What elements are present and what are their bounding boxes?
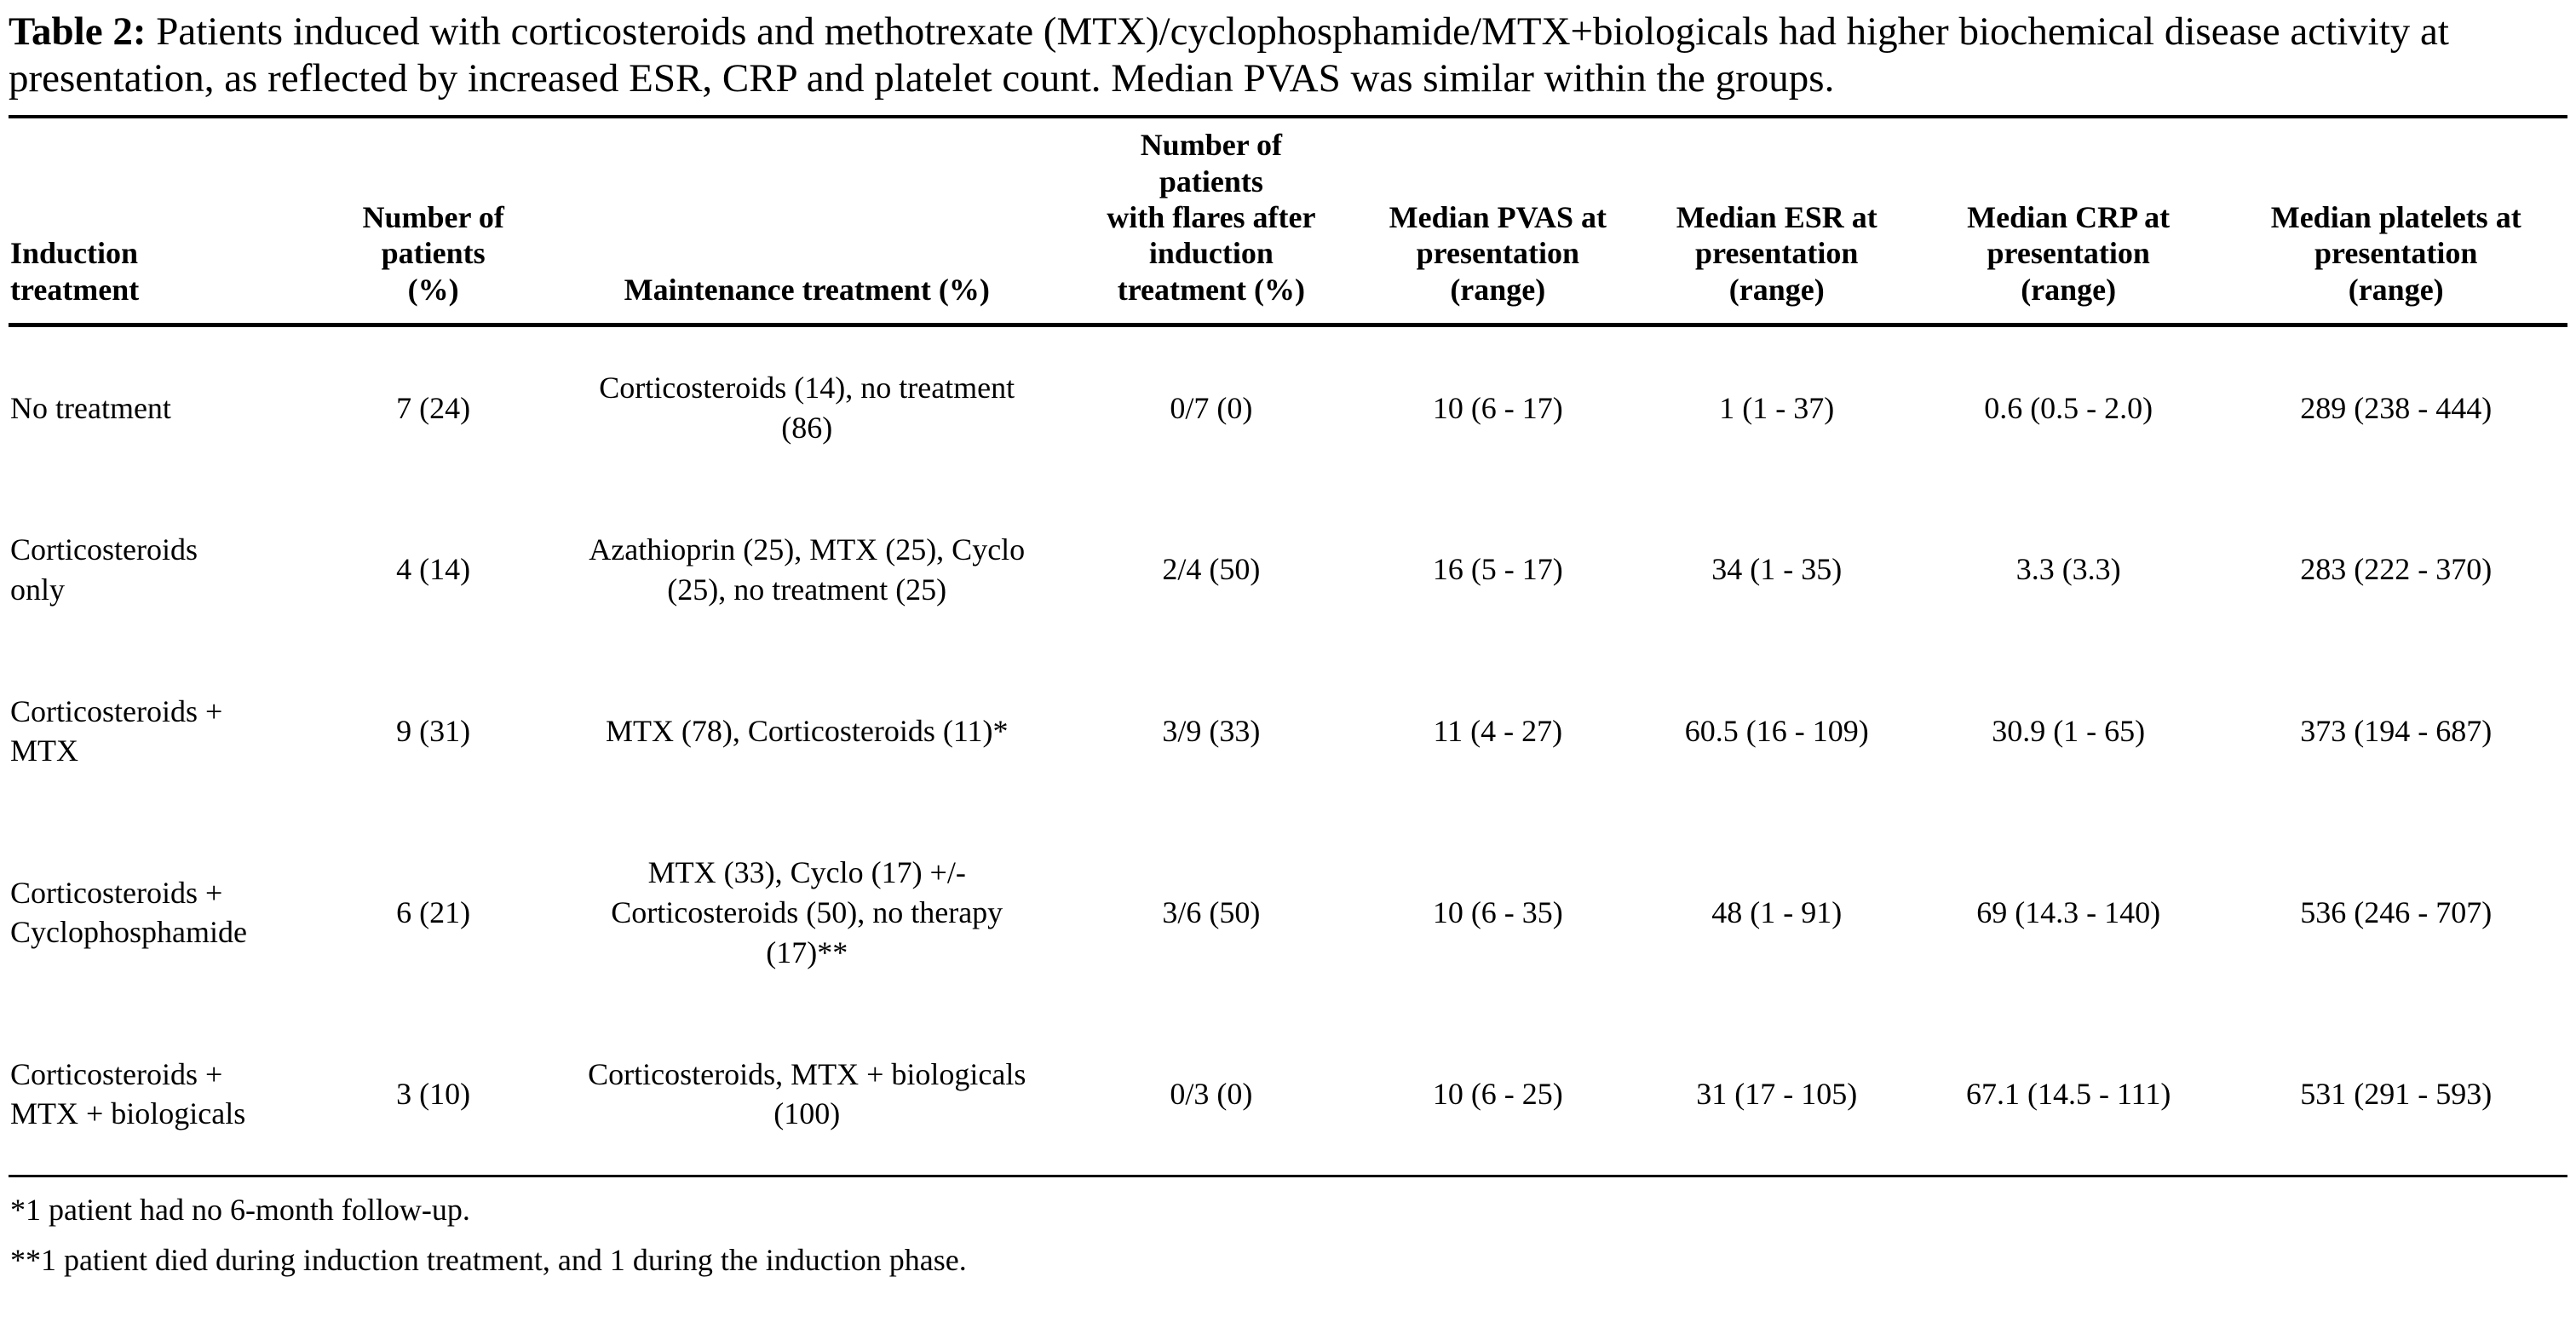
cell-median-pvas: 10 (6 - 35)	[1432, 894, 1563, 929]
cell-number-of-patients: 9 (31)	[396, 713, 471, 748]
cell-induction-treatment: Corticosteroids + MTX + biologicals	[9, 1013, 321, 1178]
cell-median-esr: 34 (1 - 35)	[1711, 552, 1843, 587]
cell-flares-after-induction: 2/4 (50)	[1162, 552, 1261, 587]
cell-maintenance-treatment: MTX (33), Cyclo (17) +/- Corticosteroids…	[611, 855, 1003, 969]
cell-median-platelets: 289 (238 - 444)	[2300, 390, 2493, 425]
column-header-maintenance-treatment: Maintenance treatment (%)	[545, 117, 1068, 328]
column-header-induction-treatment: Induction treatment	[9, 117, 321, 328]
cell-median-platelets: 531 (291 - 593)	[2224, 1013, 2567, 1178]
cell-number-of-patients: 6 (21)	[396, 894, 471, 929]
cell-maintenance-treatment: Azathioprin (25), MTX (25), Cyclo (25), …	[589, 532, 1026, 607]
column-header-median-esr: Median ESR at presentation (range)	[1641, 117, 1912, 328]
cell-median-pvas: 11 (4 - 27)	[1433, 713, 1563, 748]
cell-median-platelets: 283 (222 - 370)	[2300, 552, 2493, 587]
cell-flares-after-induction: 3/9 (33)	[1162, 713, 1261, 748]
table-header-row: Induction treatment Number of patients (…	[9, 117, 2567, 328]
table-row: No treatment 7 (24) Corticosteroids (14)…	[9, 325, 2567, 489]
table-caption-text: Patients induced with corticosteroids an…	[9, 9, 2449, 101]
cell-median-crp: 69 (14.3 - 140)	[1976, 894, 2161, 929]
table-row: Corticosteroids only 4 (14) Azathioprin …	[9, 489, 2567, 651]
cell-induction-treatment: No treatment	[10, 390, 171, 425]
footnote-1: *1 patient had no 6-month follow-up.	[10, 1193, 470, 1228]
cell-number-of-patients: 7 (24)	[396, 390, 471, 425]
cell-median-platelets: 536 (246 - 707)	[2300, 894, 2493, 929]
column-header-median-platelets: Median platelets at presentation (range)	[2224, 117, 2567, 328]
cell-median-crp: 3.3 (3.3)	[2015, 552, 2121, 587]
cell-flares-after-induction: 0/3 (0)	[1067, 1013, 1355, 1178]
cell-induction-treatment: Corticosteroids + Cyclophosphamide	[10, 875, 247, 950]
cell-maintenance-treatment: MTX (78), Corticosteroids (11)*	[605, 713, 1009, 748]
cell-flares-after-induction: 0/7 (0)	[1170, 390, 1253, 425]
cell-maintenance-treatment: Corticosteroids, MTX + biologicals (100)	[545, 1013, 1068, 1178]
table-row: Corticosteroids + MTX + biologicals 3 (1…	[9, 1013, 2567, 1178]
cell-median-esr: 48 (1 - 91)	[1711, 894, 1843, 929]
cell-median-crp: 0.6 (0.5 - 2.0)	[1984, 390, 2153, 425]
cell-median-pvas: 10 (6 - 17)	[1432, 390, 1563, 425]
cell-median-esr: 31 (17 - 105)	[1641, 1013, 1912, 1178]
table-body: No treatment 7 (24) Corticosteroids (14)…	[9, 325, 2567, 1178]
table-caption: Table 2: Patients induced with corticost…	[9, 9, 2567, 101]
cell-number-of-patients: 3 (10)	[320, 1013, 546, 1178]
table-header-row: Induction treatment Number of patients (…	[9, 117, 2567, 328]
cell-number-of-patients: 4 (14)	[396, 552, 471, 587]
column-header-number-of-patients: Number of patients (%)	[320, 117, 546, 328]
cell-median-pvas: 16 (5 - 17)	[1432, 552, 1563, 587]
table-2: Induction treatment Number of patients (…	[9, 115, 2567, 1178]
column-header-median-pvas: Median PVAS at presentation (range)	[1354, 117, 1642, 328]
cell-median-pvas: 10 (6 - 25)	[1354, 1013, 1642, 1178]
cell-maintenance-treatment: Corticosteroids (14), no treatment (86)	[599, 371, 1015, 446]
column-header-flares-after-induction: Number of patients with flares after ind…	[1067, 117, 1355, 328]
table-caption-label: Table 2:	[9, 9, 147, 54]
cell-median-crp: 30.9 (1 - 65)	[1992, 713, 2146, 748]
column-header-median-crp: Median CRP at presentation (range)	[1912, 117, 2225, 328]
cell-median-crp: 67.1 (14.5 - 111)	[1912, 1013, 2225, 1178]
cell-induction-treatment: Corticosteroids only	[10, 532, 198, 607]
cell-flares-after-induction: 3/6 (50)	[1162, 894, 1261, 929]
cell-median-platelets: 373 (194 - 687)	[2300, 713, 2493, 748]
table-row: Corticosteroids + Cyclophosphamide 6 (21…	[9, 812, 2567, 1013]
cell-median-esr: 60.5 (16 - 109)	[1684, 713, 1869, 748]
table-footnotes: *1 patient had no 6-month follow-up. **1…	[9, 1189, 2567, 1280]
cell-induction-treatment: Corticosteroids + MTX	[10, 693, 223, 768]
footnote-2: **1 patient died during induction treatm…	[10, 1242, 967, 1277]
cell-median-esr: 1 (1 - 37)	[1719, 390, 1835, 425]
table-row: Corticosteroids + MTX 9 (31) MTX (78), C…	[9, 651, 2567, 813]
